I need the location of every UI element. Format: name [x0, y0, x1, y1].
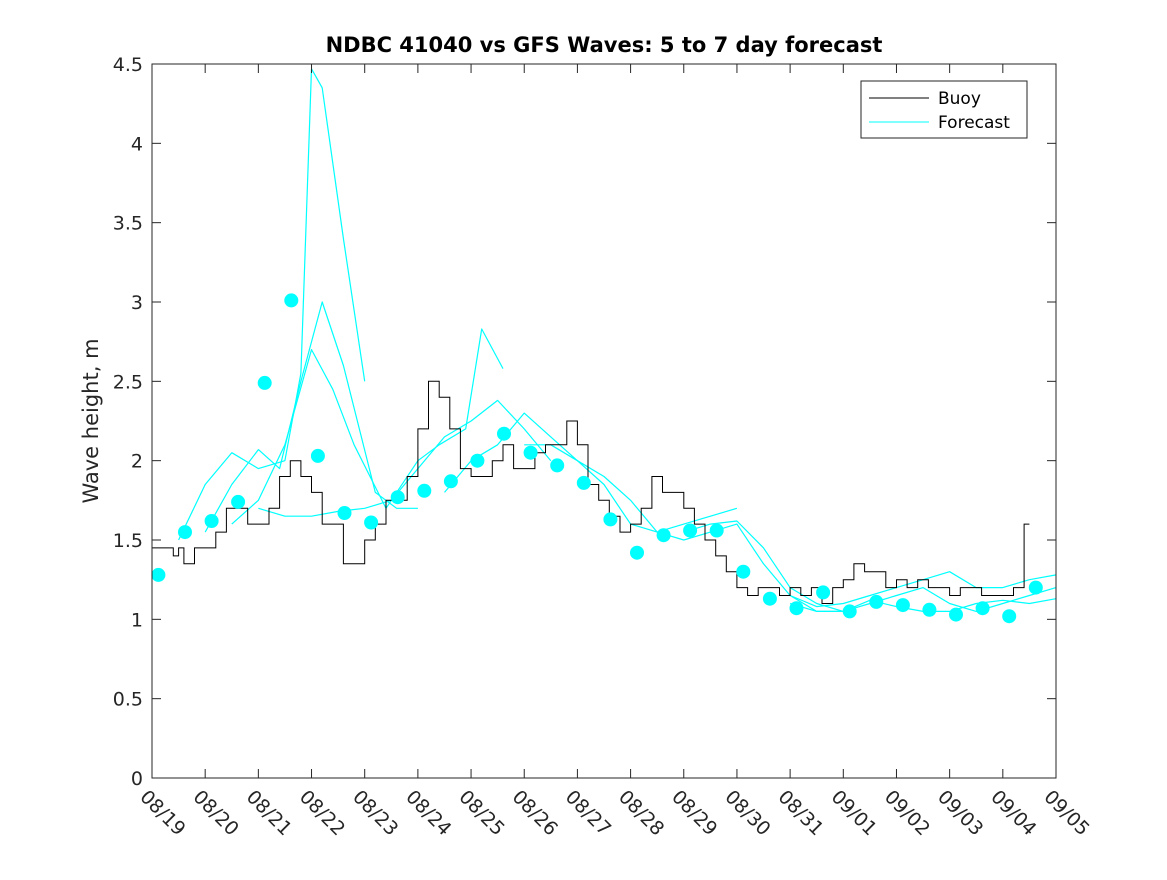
forecast-marker: [630, 545, 644, 560]
forecast-marker: [603, 512, 618, 527]
forecast-marker: [576, 475, 591, 490]
forecast-marker: [736, 564, 751, 579]
forecast-marker: [523, 445, 538, 460]
forecast-marker: [337, 506, 352, 520]
forecast-marker: [683, 523, 698, 538]
forecast-line: [258, 399, 552, 517]
forecast-marker: [178, 525, 192, 540]
forecast-marker: [390, 490, 405, 505]
forecast-marker: [895, 598, 910, 613]
y-tick-label: 4.5: [113, 54, 143, 76]
y-tick-label: 3.5: [113, 213, 143, 235]
y-tick-label: 2.5: [113, 371, 143, 393]
buoy-line: [152, 380, 1030, 604]
plot-area: [152, 64, 1056, 778]
forecast-marker: [550, 458, 565, 473]
y-tick-label: 1: [131, 609, 143, 631]
forecast-marker: [470, 453, 485, 468]
forecast-marker: [231, 494, 246, 509]
y-tick-label: 2: [131, 451, 143, 473]
forecast-marker: [975, 601, 990, 616]
legend: Buoy Forecast: [860, 80, 1028, 139]
forecast-marker: [151, 567, 166, 582]
forecast-marker: [257, 375, 272, 390]
y-axis-label: Wave height, m: [79, 338, 103, 503]
forecast-marker: [1028, 580, 1043, 595]
forecast-marker: [709, 523, 724, 538]
plot-content: [151, 68, 1057, 624]
legend-label-buoy: Buoy: [938, 89, 981, 109]
forecast-marker: [497, 426, 511, 441]
forecast-marker: [949, 607, 963, 622]
y-tick-label: 4: [131, 133, 143, 155]
y-tick-label: 0.5: [113, 689, 143, 711]
forecast-marker: [922, 602, 937, 617]
y-tick-label: 1.5: [113, 530, 143, 552]
forecast-marker: [443, 474, 458, 489]
legend-box: [860, 80, 1028, 139]
forecast-line: [231, 328, 504, 525]
forecast-marker: [417, 483, 432, 498]
y-tick-label: 0: [131, 768, 143, 790]
forecast-marker: [364, 515, 379, 530]
forecast-marker: [789, 601, 804, 616]
y-tick-label: 3: [131, 292, 143, 314]
forecast-line: [444, 412, 738, 533]
forecast-marker: [1002, 609, 1017, 624]
forecast-marker: [284, 293, 299, 308]
forecast-marker: [816, 585, 831, 600]
axes-box: [151, 63, 1057, 779]
forecast-marker: [656, 528, 671, 543]
forecast-marker: [762, 591, 777, 606]
forecast-marker: [842, 604, 857, 619]
legend-label-forecast: Forecast: [938, 113, 1010, 133]
chart-title: NDBC 41040 vs GFS Waves: 5 to 7 day fore…: [326, 33, 883, 57]
forecast-marker: [869, 594, 884, 609]
forecast-marker: [310, 448, 325, 463]
forecast-marker: [204, 514, 219, 528]
y-axis: 0 0.5 1 1.5 2 2.5 3 3.5 4 4.5: [113, 54, 1056, 790]
